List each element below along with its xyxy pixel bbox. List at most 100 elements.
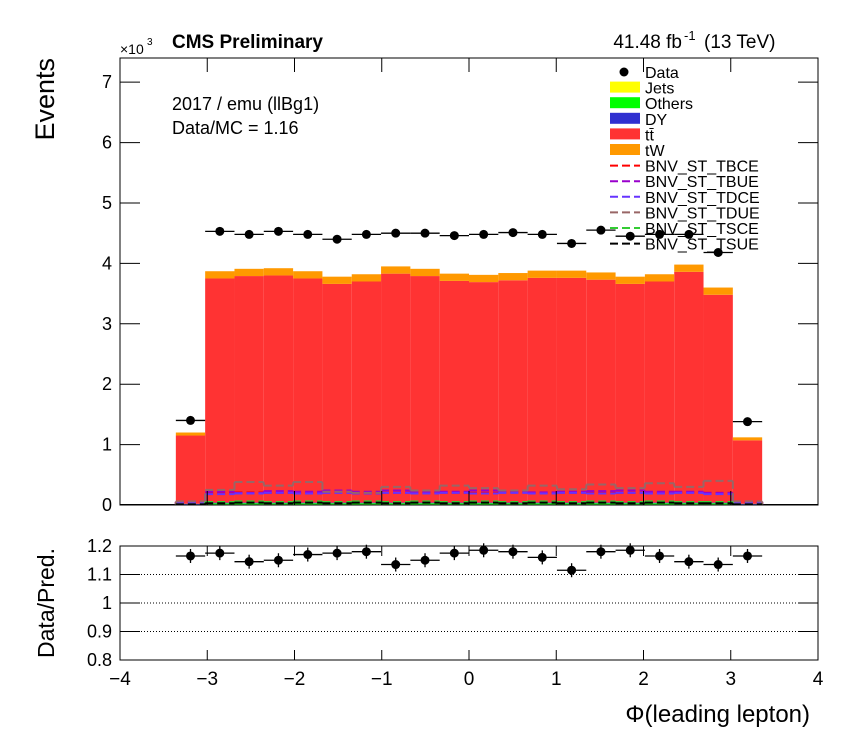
bar <box>644 274 675 282</box>
bar <box>439 280 469 503</box>
bar <box>175 435 206 504</box>
data-point <box>361 229 371 239</box>
legend-swatch <box>610 112 640 124</box>
y-axis-title: Events <box>30 58 60 141</box>
legend-label: DY <box>645 112 668 129</box>
bar <box>674 271 704 503</box>
bar <box>322 283 352 503</box>
bar <box>556 277 587 503</box>
legend-swatch <box>610 128 640 140</box>
bar <box>732 440 763 504</box>
data-point <box>567 238 577 248</box>
y-tick-label: 0.9 <box>87 622 112 642</box>
legend-marker <box>619 67 629 77</box>
ratio-point <box>596 547 606 557</box>
data-point <box>185 415 195 425</box>
ratio-point <box>537 552 547 562</box>
ratio-point <box>303 550 313 560</box>
bar <box>469 274 499 283</box>
data-point <box>273 226 283 236</box>
data-point <box>244 229 254 239</box>
ratio-point <box>391 560 401 570</box>
y-tick-label: 7 <box>102 72 112 92</box>
data-point <box>420 228 430 238</box>
y-tick-label: 1.2 <box>87 536 112 556</box>
bar <box>351 281 382 503</box>
lumi: 41.48 fb <box>613 32 682 53</box>
legend-label: tt̄ <box>645 127 654 144</box>
ratio-point <box>743 551 753 561</box>
bar <box>615 283 645 503</box>
data-point <box>303 229 313 239</box>
bar <box>293 278 323 503</box>
data-point <box>479 229 489 239</box>
data-point <box>332 234 342 244</box>
x-tick-label: 3 <box>725 669 736 690</box>
data-point <box>449 231 459 241</box>
bar <box>527 503 557 505</box>
y-tick-label: 4 <box>102 253 112 273</box>
y-tick-label: 6 <box>102 133 112 153</box>
bar <box>586 279 616 503</box>
data-point <box>537 229 547 239</box>
ratio-point <box>244 557 254 567</box>
bar <box>644 503 675 505</box>
bar <box>263 275 294 503</box>
ratio-point <box>332 548 342 558</box>
bar <box>381 273 411 503</box>
ratio-point <box>273 555 283 565</box>
bar <box>556 270 587 278</box>
data-point <box>596 225 606 235</box>
legend-swatch <box>610 97 640 109</box>
bar <box>410 268 440 277</box>
ratio-point <box>508 547 518 557</box>
legend-swatch <box>610 81 640 93</box>
bar <box>381 266 411 274</box>
data-point <box>391 228 401 238</box>
x-tick-label: −1 <box>371 669 393 690</box>
ratio-point <box>567 565 577 575</box>
ratio-point <box>713 560 723 570</box>
legend-label: Data <box>645 65 679 82</box>
legend-label: BNV_ST_TSUE <box>645 237 759 254</box>
y-tick-label: 2 <box>102 374 112 394</box>
legend-label: Jets <box>645 81 674 98</box>
data-point <box>625 231 635 241</box>
bar <box>469 503 499 505</box>
legend-label: BNV_ST_TBUE <box>645 174 759 191</box>
x-tick-label: −2 <box>284 669 306 690</box>
y-multiplier-exponent: 3 <box>147 37 153 48</box>
bar <box>410 276 440 503</box>
x-tick-label: −3 <box>196 669 218 690</box>
bar <box>205 271 235 279</box>
bar <box>498 280 528 503</box>
y-tick-label: 0.8 <box>87 650 112 670</box>
y-tick-label: 1.1 <box>87 565 112 585</box>
bar <box>615 276 645 284</box>
ratio-point <box>625 545 635 555</box>
bar <box>410 503 440 505</box>
chart-title: CMS Preliminary <box>172 32 323 53</box>
ratio-point <box>185 551 195 561</box>
annotation: 2017 / emu (llBg1) <box>172 94 319 114</box>
y-tick-label: 3 <box>102 314 112 334</box>
x-tick-label: 2 <box>638 669 649 690</box>
bar <box>439 273 469 281</box>
bar <box>351 503 382 505</box>
bar <box>703 287 733 295</box>
data-point <box>655 229 665 239</box>
ratio-point <box>479 545 489 555</box>
ratio-point <box>449 548 459 558</box>
x-axis-title: Φ(leading lepton) <box>625 701 810 728</box>
y-tick-label: 1 <box>102 593 112 613</box>
y-tick-label: 1 <box>102 435 112 455</box>
bar <box>469 282 499 503</box>
ratio-point <box>420 555 430 565</box>
x-tick-label: −4 <box>109 669 131 690</box>
energy: (13 TeV) <box>704 32 775 53</box>
data-point <box>743 417 753 427</box>
y-tick-label: 0 <box>102 495 112 515</box>
ratio-point <box>655 551 665 561</box>
y-multiplier: ×10 <box>120 41 144 57</box>
bar <box>674 264 704 272</box>
